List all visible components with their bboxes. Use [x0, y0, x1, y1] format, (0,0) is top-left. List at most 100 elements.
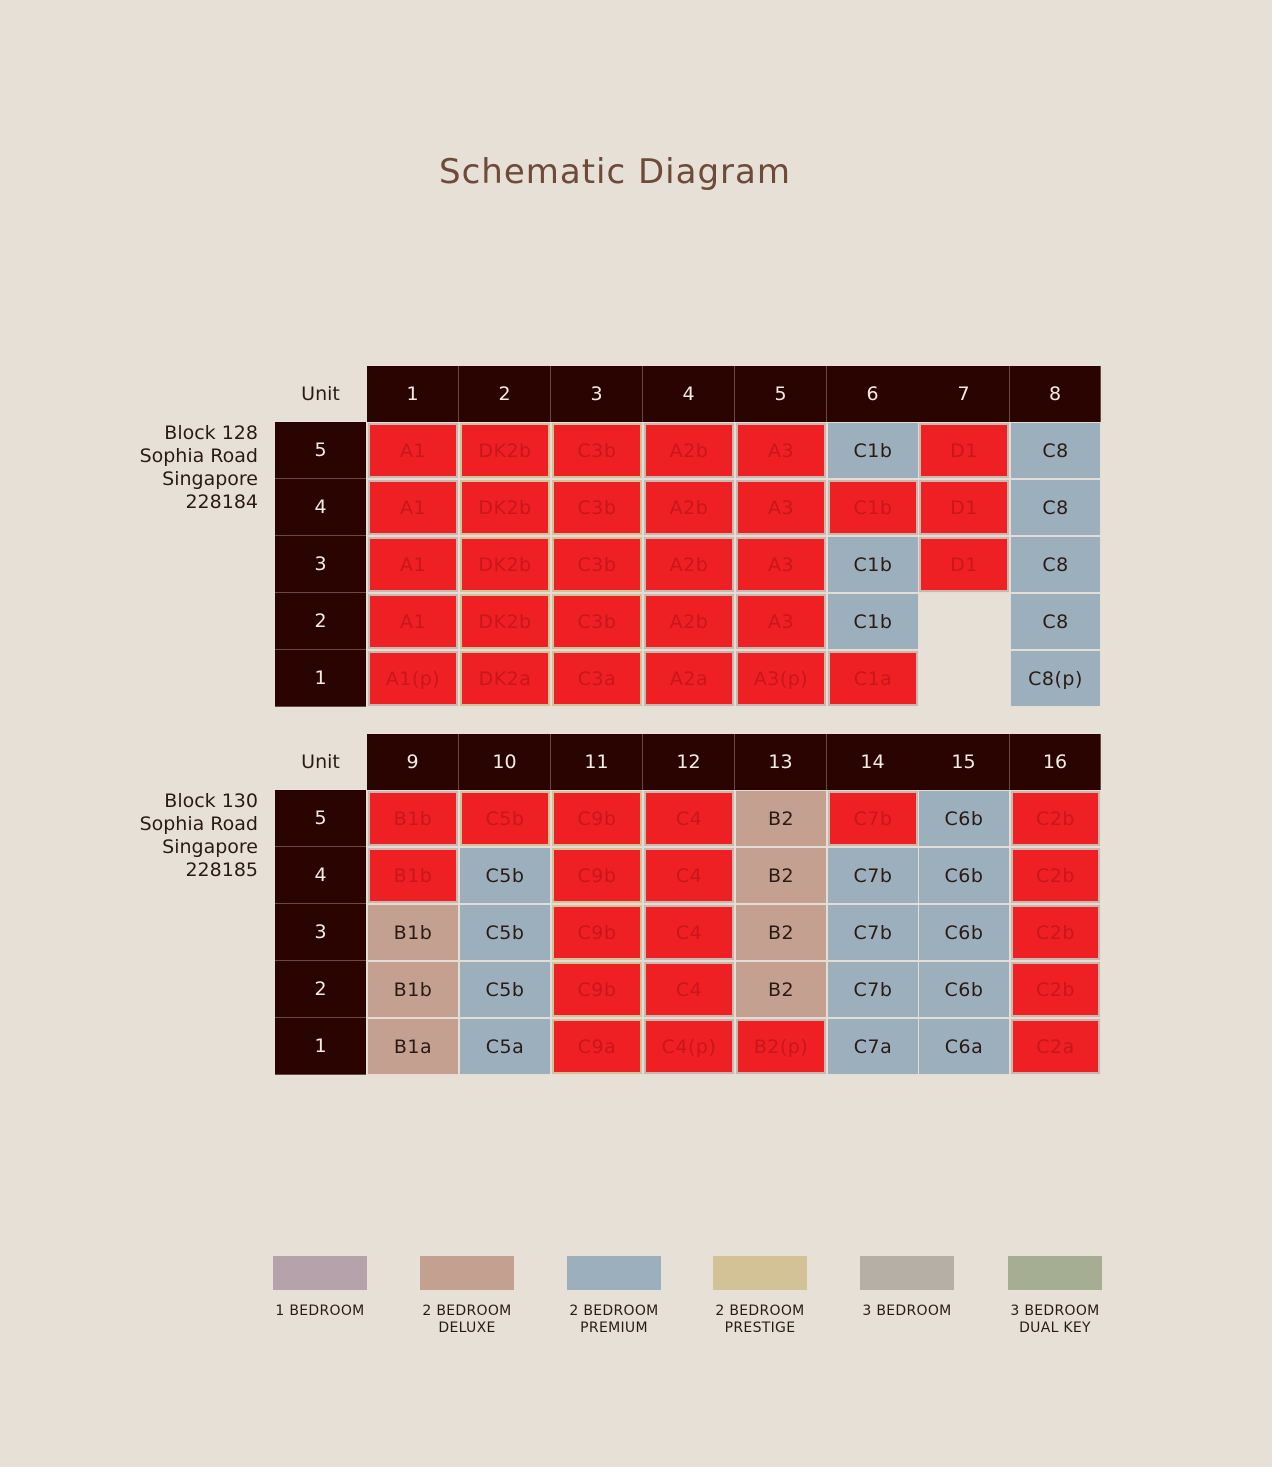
unit-cell[interactable]: C6b [918, 790, 1010, 847]
unit-cell[interactable]: C4(p) [643, 1018, 735, 1075]
unit-cell[interactable]: C7b [827, 904, 919, 961]
unit-cell[interactable]: A2a [643, 650, 735, 707]
address-line: Singapore [162, 836, 258, 858]
unit-cell[interactable]: D1 [918, 479, 1010, 536]
unit-cell-label: DK2b [462, 482, 548, 533]
unit-cell[interactable]: B1a [367, 1018, 459, 1075]
unit-cell[interactable]: C5b [459, 961, 551, 1018]
unit-cell[interactable]: C7b [827, 961, 919, 1018]
unit-cell[interactable]: DK2b [459, 536, 551, 593]
unit-cell-label: C9b [554, 907, 640, 958]
unit-cell[interactable]: C1a [827, 650, 919, 707]
unit-column-header: 4 [643, 366, 735, 422]
unit-cell[interactable]: A2b [643, 593, 735, 650]
unit-cell[interactable]: C5b [459, 904, 551, 961]
unit-cell[interactable]: C9b [551, 847, 643, 904]
unit-cell-label: A2a [646, 653, 732, 704]
unit-cell[interactable]: C4 [643, 904, 735, 961]
unit-cell[interactable]: C3a [551, 650, 643, 707]
floor-label: 1 [275, 1018, 366, 1075]
unit-cell[interactable]: D1 [918, 536, 1010, 593]
unit-cell[interactable]: A3(p) [735, 650, 827, 707]
unit-cell-label: A1(p) [370, 653, 456, 704]
unit-cell[interactable]: C1b [827, 593, 919, 650]
unit-cell[interactable]: B2 [735, 904, 827, 961]
unit-cell-label: B2 [767, 978, 795, 1001]
unit-cell[interactable]: C4 [643, 790, 735, 847]
unit-cell-label: C9b [554, 850, 640, 901]
unit-cell[interactable]: C2b [1010, 790, 1101, 847]
unit-cell[interactable]: C3b [551, 536, 643, 593]
unit-cell[interactable]: C3b [551, 479, 643, 536]
legend-label-line: DUAL KEY [1019, 1320, 1091, 1336]
unit-cell-label: D1 [921, 482, 1007, 533]
unit-cell[interactable]: C9b [551, 904, 643, 961]
unit-cell[interactable]: C1b [827, 536, 919, 593]
unit-cell[interactable]: B1b [367, 904, 459, 961]
unit-cell-label: D1 [921, 539, 1007, 590]
unit-cell[interactable]: C7a [827, 1018, 919, 1075]
unit-cell[interactable]: C8(p) [1010, 650, 1101, 707]
unit-cell[interactable]: C9b [551, 790, 643, 847]
unit-cell[interactable]: B2 [735, 961, 827, 1018]
unit-column-header: 10 [459, 734, 551, 790]
unit-cell-label: A3 [738, 596, 824, 647]
unit-cell[interactable]: A1 [367, 536, 459, 593]
unit-cell[interactable]: A2b [643, 536, 735, 593]
unit-cell[interactable]: C2a [1010, 1018, 1101, 1075]
unit-cell[interactable]: C5b [459, 790, 551, 847]
unit-cell[interactable]: C7b [827, 847, 919, 904]
unit-cell[interactable]: C8 [1010, 536, 1101, 593]
unit-cell[interactable]: C8 [1010, 593, 1101, 650]
unit-cell-label: B1a [393, 1035, 433, 1058]
unit-cell[interactable]: A3 [735, 479, 827, 536]
floor-label: 2 [275, 961, 366, 1018]
unit-cell[interactable]: C8 [1010, 479, 1101, 536]
unit-cell[interactable]: C2b [1010, 847, 1101, 904]
unit-cell[interactable]: C1b [827, 479, 919, 536]
unit-cell[interactable]: A2b [643, 479, 735, 536]
unit-cell[interactable]: C5b [459, 847, 551, 904]
unit-cell[interactable]: C8 [1010, 422, 1101, 479]
unit-cell[interactable]: A1 [367, 593, 459, 650]
unit-cell[interactable]: C7b [827, 790, 919, 847]
unit-cell[interactable]: C9a [551, 1018, 643, 1075]
unit-cell[interactable]: C6a [918, 1018, 1010, 1075]
unit-cell-label: C3b [554, 482, 640, 533]
unit-cell[interactable]: A3 [735, 593, 827, 650]
unit-cell[interactable]: DK2b [459, 479, 551, 536]
unit-cell[interactable]: B1b [367, 790, 459, 847]
unit-cell[interactable]: DK2b [459, 593, 551, 650]
unit-cell[interactable]: C6b [918, 904, 1010, 961]
unit-cell-label: C9b [554, 793, 640, 844]
unit-cell[interactable]: A1 [367, 479, 459, 536]
unit-cell[interactable]: D1 [918, 422, 1010, 479]
unit-cell[interactable]: A1(p) [367, 650, 459, 707]
unit-cell-label: B2 [767, 807, 795, 830]
unit-cell[interactable]: A3 [735, 422, 827, 479]
unit-cell[interactable]: B1b [367, 961, 459, 1018]
unit-cell[interactable]: DK2b [459, 422, 551, 479]
unit-cell[interactable]: B2 [735, 790, 827, 847]
unit-cell[interactable]: C4 [643, 847, 735, 904]
unit-cell[interactable]: C6b [918, 961, 1010, 1018]
unit-cell[interactable]: C2b [1010, 904, 1101, 961]
unit-cell[interactable]: C9b [551, 961, 643, 1018]
unit-cell-label: A1 [370, 482, 456, 533]
unit-cell[interactable]: B2(p) [735, 1018, 827, 1075]
unit-cell[interactable]: B2 [735, 847, 827, 904]
unit-cell[interactable]: C2b [1010, 961, 1101, 1018]
unit-cell[interactable]: C1b [827, 422, 919, 479]
unit-cell[interactable]: DK2a [459, 650, 551, 707]
legend-swatch [273, 1256, 367, 1290]
unit-cell[interactable]: A1 [367, 422, 459, 479]
unit-cell[interactable]: C6b [918, 847, 1010, 904]
unit-cell[interactable]: B1b [367, 847, 459, 904]
unit-cell[interactable]: C3b [551, 593, 643, 650]
unit-cell[interactable]: A3 [735, 536, 827, 593]
unit-cell[interactable]: C4 [643, 961, 735, 1018]
unit-cell[interactable]: C3b [551, 422, 643, 479]
unit-cell-label: C6a [944, 1035, 984, 1058]
unit-cell[interactable]: C5a [459, 1018, 551, 1075]
unit-cell[interactable]: A2b [643, 422, 735, 479]
